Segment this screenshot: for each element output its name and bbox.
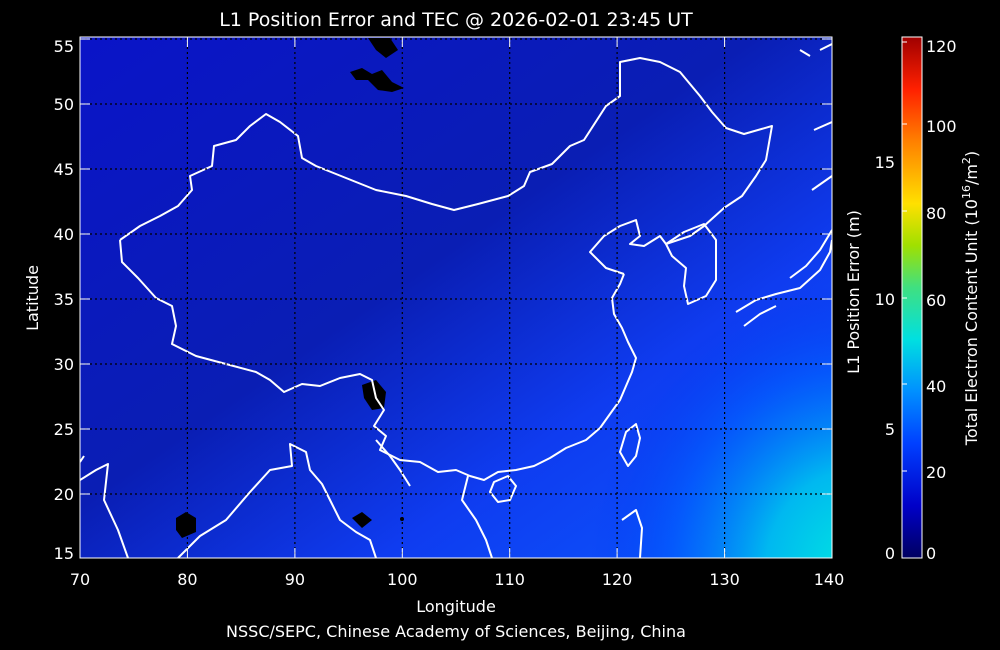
error-tick-label: 10 (875, 290, 895, 309)
colorbar-label: Total Electron Content Unit (1016/m2) (960, 151, 981, 446)
error-tick-label: 5 (885, 420, 895, 439)
x-tick-label: 90 (285, 570, 305, 589)
y-tick-label: 25 (54, 420, 74, 439)
y-tick-label: 50 (54, 95, 74, 114)
colorbar-tick-label: 100 (926, 117, 957, 136)
error-axis-label: L1 Position Error (m) (844, 210, 863, 374)
plot-frame (79, 36, 833, 559)
colorbar-tick-label: 80 (926, 204, 946, 223)
y-axis-label: Latitude (23, 265, 42, 331)
no-data-patches (176, 38, 404, 538)
y-tick-label: 40 (54, 225, 74, 244)
x-tick-label: 110 (494, 570, 525, 589)
chart-title: L1 Position Error and TEC @ 2026-02-01 2… (219, 9, 693, 31)
y-tick-label: 45 (54, 160, 74, 179)
error-axis-ticks: 0 5 10 15 (875, 153, 895, 563)
high-tec-region (560, 250, 832, 558)
error-tick-label: 0 (885, 544, 895, 563)
y-tick-label: 30 (54, 355, 74, 374)
x-tick-label: 80 (177, 570, 197, 589)
coastlines-borders (80, 43, 832, 558)
colorbar-tick-label: 120 (926, 37, 957, 56)
x-tick-labels: 70 80 90 100 110 120 130 140 (70, 570, 844, 589)
lat-lon-grid (80, 37, 832, 558)
tec-map-area (80, 37, 832, 558)
x-tick-label: 100 (387, 570, 418, 589)
error-tick-label: 15 (875, 153, 895, 172)
y-tick-label: 35 (54, 290, 74, 309)
y-tick-label: 20 (54, 485, 74, 504)
colorbar-tick-label: 20 (926, 463, 946, 482)
axis-ticks (79, 37, 833, 558)
colorbar-tick-label: 60 (926, 291, 946, 310)
x-tick-label: 70 (70, 570, 90, 589)
y-tick-label: 55 (54, 37, 74, 56)
tec-colorbar (902, 37, 922, 558)
x-axis-label: Longitude (416, 597, 496, 616)
colorbar-tick-labels: 0 20 40 60 80 100 120 (926, 37, 957, 563)
x-tick-label: 120 (602, 570, 633, 589)
colorbar-tick-label: 40 (926, 377, 946, 396)
colorbar-tick-label: 0 (926, 544, 936, 563)
y-tick-labels: 15 20 25 30 35 40 45 50 55 (54, 37, 74, 563)
credit-line: NSSC/SEPC, Chinese Academy of Sciences, … (226, 622, 686, 641)
y-tick-label: 15 (54, 544, 74, 563)
colorbar-ticks (902, 41, 907, 559)
x-tick-label: 130 (709, 570, 740, 589)
x-tick-label: 140 (814, 570, 845, 589)
